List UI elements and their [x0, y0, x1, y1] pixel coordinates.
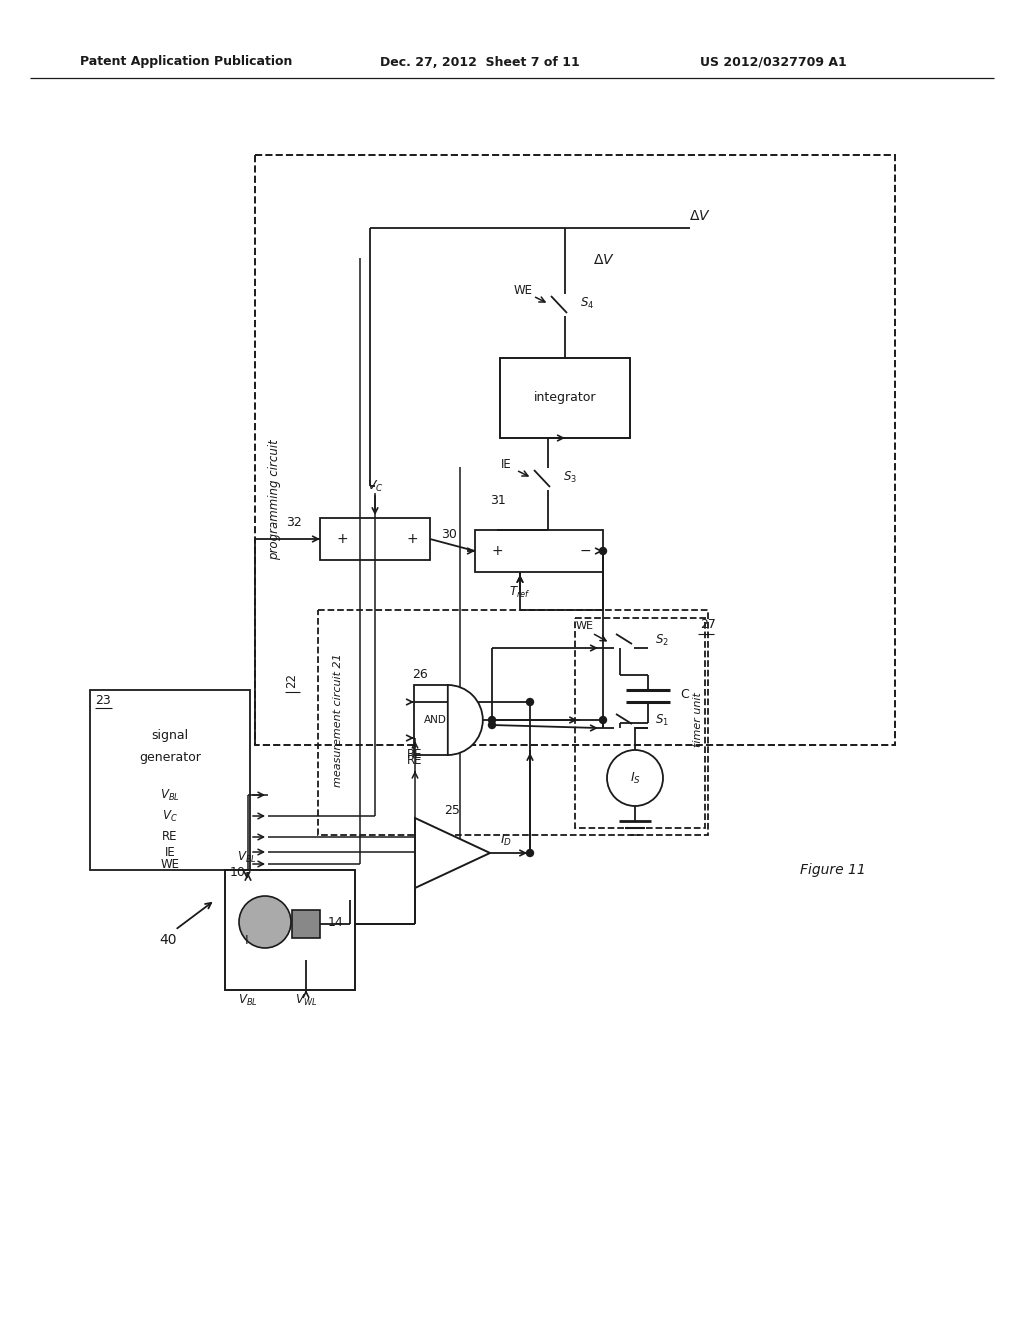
Text: 32: 32 — [287, 516, 302, 529]
Circle shape — [599, 717, 606, 723]
Text: IE: IE — [165, 846, 175, 858]
Circle shape — [488, 717, 496, 723]
Text: $V_{WL}$: $V_{WL}$ — [295, 993, 317, 1007]
Text: $I_S$: $I_S$ — [630, 771, 640, 785]
Text: 26: 26 — [412, 668, 428, 681]
Bar — [318, 610, 708, 836]
Circle shape — [607, 750, 663, 807]
Text: Patent Application Publication: Patent Application Publication — [80, 55, 293, 69]
Bar — [292, 909, 319, 939]
Polygon shape — [415, 818, 490, 888]
Text: IE: IE — [501, 458, 511, 470]
Circle shape — [239, 896, 291, 948]
Text: 27: 27 — [700, 619, 716, 631]
Text: RE: RE — [408, 754, 423, 767]
Text: 23: 23 — [95, 693, 111, 706]
Text: Figure 11: Figure 11 — [800, 863, 865, 876]
Text: 30: 30 — [441, 528, 457, 541]
Bar — [414, 685, 447, 755]
Text: $T_{ref}$: $T_{ref}$ — [509, 585, 530, 599]
Text: +: + — [492, 544, 503, 558]
Text: 10: 10 — [230, 866, 246, 879]
Text: 22: 22 — [286, 672, 299, 688]
Text: $V_C$: $V_C$ — [162, 808, 178, 824]
Text: WE: WE — [161, 858, 179, 870]
Text: $\Delta V$: $\Delta V$ — [593, 253, 614, 267]
Bar — [575, 618, 705, 828]
Text: $V_{BL}$: $V_{BL}$ — [239, 993, 258, 1007]
Bar — [475, 531, 603, 572]
Bar — [225, 870, 355, 990]
Text: measurement circuit 21: measurement circuit 21 — [333, 653, 343, 787]
Text: $I_D$: $I_D$ — [500, 833, 512, 847]
Text: AND: AND — [424, 715, 446, 725]
Text: programming circuit: programming circuit — [268, 440, 282, 561]
Circle shape — [526, 698, 534, 705]
Bar — [90, 690, 250, 870]
Text: $V_C$: $V_C$ — [367, 478, 383, 494]
Text: $\Delta V$: $\Delta V$ — [689, 209, 711, 223]
Text: +: + — [407, 532, 418, 546]
Text: 25: 25 — [444, 804, 460, 817]
Text: 40: 40 — [160, 933, 177, 946]
Text: US 2012/0327709 A1: US 2012/0327709 A1 — [700, 55, 847, 69]
Text: 14: 14 — [328, 916, 344, 928]
Text: timer unit: timer unit — [693, 693, 703, 747]
Text: $S_3$: $S_3$ — [563, 470, 577, 484]
Text: signal: signal — [152, 729, 188, 742]
Text: RE: RE — [408, 747, 423, 760]
Text: $V_{BL}$: $V_{BL}$ — [160, 788, 180, 803]
Text: WE: WE — [513, 284, 532, 297]
Text: 31: 31 — [490, 494, 506, 507]
Text: integrator: integrator — [534, 392, 596, 404]
Circle shape — [599, 548, 606, 554]
Text: $V_{BL}$: $V_{BL}$ — [238, 850, 257, 865]
Text: generator: generator — [139, 751, 201, 764]
Bar — [500, 358, 630, 438]
Text: $S_2$: $S_2$ — [655, 632, 669, 648]
Text: $S_4$: $S_4$ — [580, 296, 594, 310]
Text: Dec. 27, 2012  Sheet 7 of 11: Dec. 27, 2012 Sheet 7 of 11 — [380, 55, 580, 69]
Circle shape — [526, 850, 534, 857]
Bar — [319, 517, 430, 560]
Text: I: I — [245, 933, 249, 946]
Bar — [255, 154, 895, 744]
Circle shape — [488, 722, 496, 729]
Text: WE: WE — [575, 620, 594, 631]
Text: $S_1$: $S_1$ — [655, 713, 669, 727]
Text: −: − — [580, 544, 591, 558]
Text: C: C — [680, 689, 689, 701]
Text: RE: RE — [162, 830, 178, 843]
Text: +: + — [336, 532, 348, 546]
Wedge shape — [447, 685, 482, 755]
